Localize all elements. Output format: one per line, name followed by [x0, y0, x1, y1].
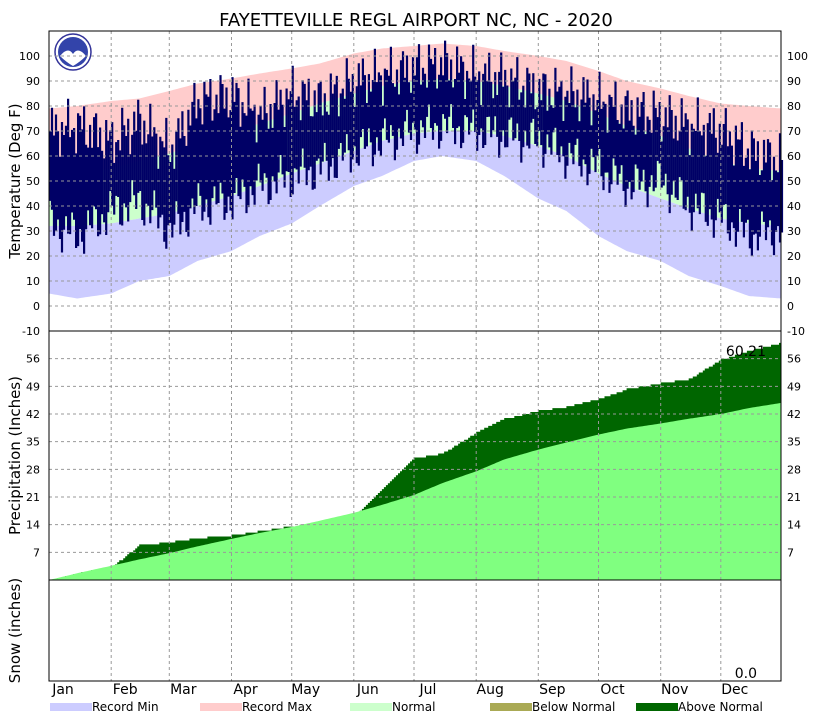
temp-tick-left: 90 [26, 75, 40, 88]
precip-total-label: 60.21 [726, 344, 766, 360]
legend-label: Above Normal [678, 700, 763, 714]
legend-label: Record Max [242, 700, 312, 714]
temp-tick-right: 0 [787, 300, 794, 313]
precip-tick-right: 35 [787, 436, 801, 449]
temp-tick-left: 40 [26, 200, 40, 213]
panel-borders [48, 30, 782, 682]
snow-total-label: 0.0 [735, 666, 757, 682]
temp-tick-right: 10 [787, 275, 801, 288]
legend-label: Record Min [92, 700, 159, 714]
legend-item: Record Max [200, 700, 312, 714]
precip-tick-left: 35 [26, 436, 40, 449]
temp-tick-right: 90 [787, 75, 801, 88]
legend-swatch [636, 703, 678, 711]
legend-swatch [350, 703, 392, 711]
legend-swatch [200, 703, 242, 711]
temp-tick-right: 60 [787, 150, 801, 163]
month-label: May [291, 682, 320, 698]
temperature-panel: 0 0 10 10 20 20 30 30 40 40 50 50 60 60 70 70 80 80 90 90 10… [6, 40, 808, 338]
temp-tick-right: 50 [787, 175, 801, 188]
panel-border [48, 579, 782, 682]
month-label: Oct [600, 682, 625, 698]
precip-tick-right: 28 [787, 463, 801, 476]
precip-tick-left: 7 [33, 546, 40, 559]
temperature-axis-label: Temperature (Deg F) [6, 103, 24, 259]
month-gridlines [110, 31, 722, 681]
record-min-band [49, 131, 781, 299]
legend-label: Below Normal [532, 700, 615, 714]
temp-tick-bottom-left: -10 [22, 325, 40, 338]
precip-tick-right: 49 [787, 380, 801, 393]
noaa-gull-icon [60, 50, 86, 66]
precip-tick-right: 14 [787, 519, 801, 532]
temperature-gridlines [49, 55, 781, 307]
temp-tick-right: 40 [787, 200, 801, 213]
legend: Record Min Record Max Normal Below Normal Ab… [50, 700, 763, 714]
precip-tick-right: 21 [787, 491, 801, 504]
temp-tick-left: 20 [26, 250, 40, 263]
temp-tick-right: 70 [787, 125, 801, 138]
legend-item: Record Min [50, 700, 159, 714]
precip-tick-right: 42 [787, 408, 801, 421]
month-label: Dec [721, 682, 748, 698]
temp-tick-left: 50 [26, 175, 40, 188]
month-label: Mar [170, 682, 197, 698]
month-axis: Jan Feb Mar Apr May Jun Jul Aug Sep Oct Nov Dec [51, 682, 748, 698]
precip-tick-right: 56 [787, 353, 801, 366]
month-label: Jun [356, 682, 379, 698]
temp-tick-left: 70 [26, 125, 40, 138]
legend-item: Normal [350, 700, 435, 714]
temp-tick-left: 60 [26, 150, 40, 163]
temp-tick-bottom-right: -10 [787, 325, 805, 338]
observed-temperature-bars [48, 40, 784, 257]
snow-axis-label: Snow (inches) [6, 578, 24, 683]
temp-tick-left: 80 [26, 100, 40, 113]
precip-tick-left: 28 [26, 463, 40, 476]
month-label: Aug [477, 682, 504, 698]
legend-swatch [490, 703, 532, 711]
noaa-logo [54, 33, 92, 71]
precip-tick-left: 21 [26, 491, 40, 504]
month-label: Apr [233, 682, 257, 698]
month-label: Nov [661, 682, 688, 698]
chart-title: FAYETTEVILLE REGL AIRPORT NC, NC - 2020 [219, 10, 613, 31]
snow-panel: 0.0 Snow (inches) [6, 578, 757, 683]
month-label: Jan [51, 682, 74, 698]
temp-tick-right: 30 [787, 225, 801, 238]
precip-tick-left: 14 [26, 519, 40, 532]
temp-tick-left: 0 [33, 300, 40, 313]
legend-item: Above Normal [636, 700, 763, 714]
precip-tick-left: 49 [26, 380, 40, 393]
month-label: Jul [419, 682, 437, 698]
month-label: Feb [113, 682, 138, 698]
legend-item: Below Normal [490, 700, 615, 714]
precipitation-axis-label: Precipitation (Inches) [6, 376, 24, 535]
temp-tick-left: 30 [26, 225, 40, 238]
temp-tick-left: 10 [26, 275, 40, 288]
legend-swatch [50, 703, 92, 711]
precip-tick-left: 42 [26, 408, 40, 421]
precipitation-panel: 7 7 14 14 21 21 28 28 35 35 42 42 49 49 56 56 60.21 Preci… [6, 342, 801, 580]
temp-tick-right: 20 [787, 250, 801, 263]
precip-gridlines [49, 358, 781, 553]
temp-tick-right: 100 [787, 50, 808, 63]
temp-tick-right: 80 [787, 100, 801, 113]
precip-tick-right: 7 [787, 546, 794, 559]
month-label: Sep [539, 682, 566, 698]
precip-tick-left: 56 [26, 353, 40, 366]
temp-tick-left: 100 [19, 50, 40, 63]
legend-label: Normal [392, 700, 435, 714]
